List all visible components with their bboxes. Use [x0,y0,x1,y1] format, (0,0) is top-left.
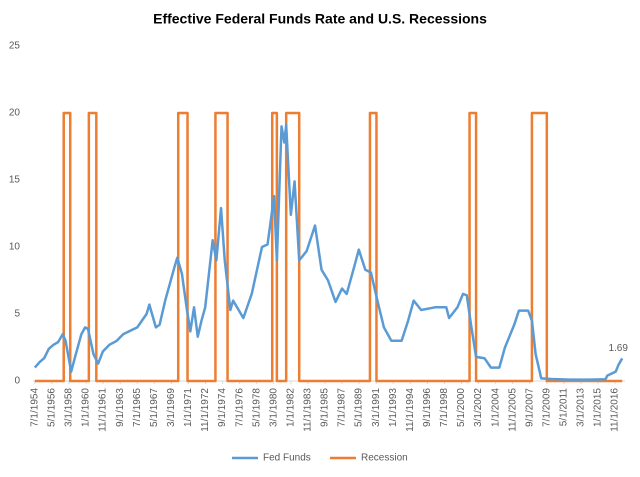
x-tick-label: 1/1/1971 [183,388,194,427]
x-tick-label: 3/1/1991 [371,388,382,427]
x-tick-label: 7/1/1954 [30,388,41,427]
y-tick-label: 5 [14,309,20,320]
y-tick-label: 0 [14,376,20,387]
x-tick-label: 3/1/2013 [576,388,587,427]
chart-title: Effective Federal Funds Rate and U.S. Re… [153,11,487,27]
legend-label: Fed Funds [263,453,311,464]
x-tick-label: 5/1/1978 [251,388,262,427]
series-line [33,123,624,381]
x-tick-label: 3/1/2002 [473,388,484,427]
x-tick-label: 9/1/1974 [217,388,228,427]
x-tick-label: 11/1/1961 [98,388,109,432]
x-tick-label: 11/1/1972 [200,388,211,432]
x-tick-label: 9/1/2007 [524,388,535,427]
x-tick-label: 1/1/1982 [285,388,296,427]
x-tick-label: 9/1/1996 [422,388,433,427]
legend-label: Recession [361,453,408,464]
y-tick-label: 10 [9,242,21,253]
x-tick-label: 1/1/2015 [593,388,604,427]
series-line [34,111,623,383]
x-tick-label: 7/1/1998 [439,388,450,427]
x-tick-label: 11/1/2016 [610,388,621,432]
y-tick-label: 20 [9,108,21,119]
x-tick-label: 5/1/2011 [558,388,569,427]
y-tick-label: 15 [9,175,21,186]
data-label: 1.69 [608,343,628,354]
x-tick-label: 1/1/1960 [81,388,92,427]
x-tick-label: 1/1/1993 [388,388,399,427]
x-tick-label: 3/1/1980 [268,388,279,427]
x-tick-label: 7/1/1976 [234,388,245,427]
x-tick-label: 5/1/1967 [149,388,160,427]
x-tick-label: 5/1/1956 [47,388,58,427]
x-tick-label: 7/1/2009 [541,388,552,427]
x-tick-label: 3/1/1969 [166,388,177,427]
x-tick-label: 11/1/2005 [507,388,518,432]
x-tick-label: 5/1/2000 [456,388,467,427]
x-tick-label: 3/1/1958 [64,388,75,427]
x-tick-label: 11/1/1994 [405,388,416,432]
x-tick-label: 1/1/2004 [490,388,501,427]
y-tick-label: 25 [9,41,21,52]
x-tick-label: 7/1/1965 [132,388,143,427]
x-tick-label: 9/1/1985 [320,388,331,427]
x-tick-label: 9/1/1963 [115,388,126,427]
x-tick-label: 5/1/1989 [354,388,365,427]
x-tick-label: 11/1/1983 [303,388,314,432]
x-tick-label: 7/1/1987 [337,388,348,427]
